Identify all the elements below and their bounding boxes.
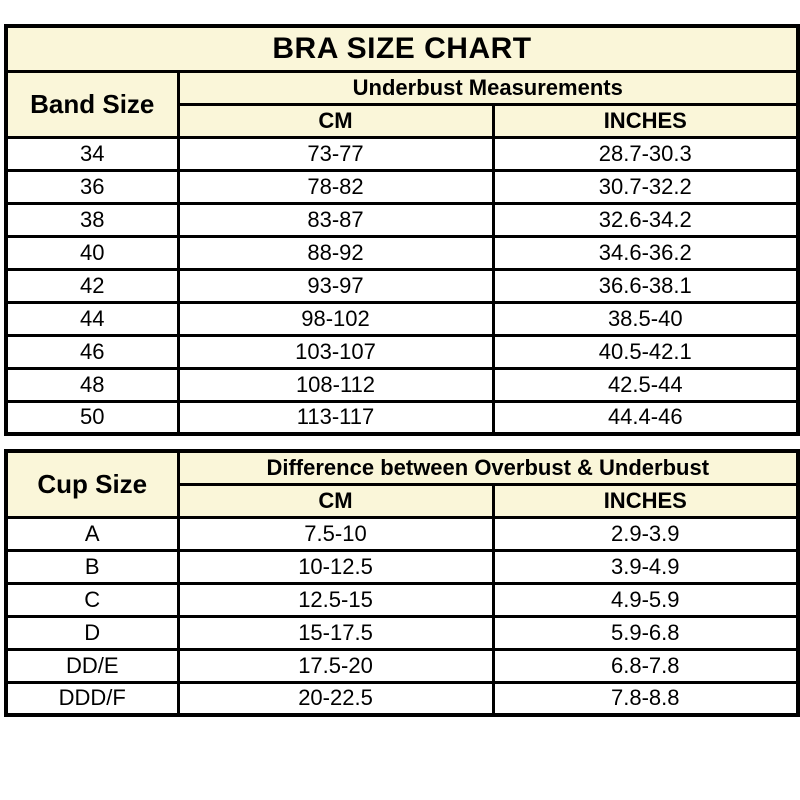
inches-range-value: 3.9-4.9: [491, 548, 800, 585]
column-header-row: CM INCHES: [6, 102, 800, 139]
table-row: 34 73-77 28.7-30.3: [4, 135, 800, 172]
band-size-value: 46: [4, 333, 180, 370]
group-header-row: Band Size Underbust Measurements: [4, 69, 800, 139]
cup-size-header: Cup Size: [4, 449, 180, 519]
table-row: 50 113-117 44.4-46: [4, 399, 800, 436]
cup-size-value: B: [4, 548, 180, 585]
inches-range-value: 30.7-32.2: [491, 168, 800, 205]
table-row: DD/E 17.5-20 6.8-7.8: [4, 647, 800, 684]
inches-range-value: 42.5-44: [491, 366, 800, 403]
table-row: 42 93-97 36.6-38.1: [4, 267, 800, 304]
cm-range-value: 15-17.5: [176, 614, 495, 651]
band-size-value: 42: [4, 267, 180, 304]
cup-size-value: DD/E: [4, 647, 180, 684]
cm-range-value: 113-117: [176, 399, 495, 436]
band-size-value: 48: [4, 366, 180, 403]
band-size-value: 36: [4, 168, 180, 205]
cm-range-value: 12.5-15: [176, 581, 495, 618]
table-row: 44 98-102 38.5-40: [4, 300, 800, 337]
inches-range-value: 4.9-5.9: [491, 581, 800, 618]
cm-range-value: 83-87: [176, 201, 495, 238]
underbust-measurements-header: Underbust Measurements: [176, 69, 800, 106]
cm-range-value: 88-92: [176, 234, 495, 271]
band-inches-column-header: INCHES: [491, 102, 800, 139]
cm-range-value: 7.5-10: [176, 515, 495, 552]
table-row: D 15-17.5 5.9-6.8: [4, 614, 800, 651]
table-row: A 7.5-10 2.9-3.9: [4, 515, 800, 552]
inches-range-value: 38.5-40: [491, 300, 800, 337]
table-row: 48 108-112 42.5-44: [4, 366, 800, 403]
band-size-value: 34: [4, 135, 180, 172]
cup-size-table: Cup Size Difference between Overbust & U…: [4, 449, 800, 717]
band-size-value: 50: [4, 399, 180, 436]
table-row: 40 88-92 34.6-36.2: [4, 234, 800, 271]
band-size-table: BRA SIZE CHART Band Size Underbust Measu…: [4, 24, 800, 436]
inches-range-value: 34.6-36.2: [491, 234, 800, 271]
cup-size-value: D: [4, 614, 180, 651]
table-row: 38 83-87 32.6-34.2: [4, 201, 800, 238]
cup-inches-column-header: INCHES: [491, 482, 800, 519]
difference-overbust-underbust-header: Difference between Overbust & Underbust: [176, 449, 800, 486]
cup-cm-column-header: CM: [176, 482, 495, 519]
group-header-row: Cup Size Difference between Overbust & U…: [4, 449, 800, 519]
table-row: DDD/F 20-22.5 7.8-8.8: [4, 680, 800, 717]
band-size-header: Band Size: [4, 69, 180, 139]
table-row: 36 78-82 30.7-32.2: [4, 168, 800, 205]
chart-title: BRA SIZE CHART: [4, 24, 800, 73]
cup-size-value: C: [4, 581, 180, 618]
cm-range-value: 78-82: [176, 168, 495, 205]
table-row: B 10-12.5 3.9-4.9: [4, 548, 800, 585]
band-size-value: 38: [4, 201, 180, 238]
inches-range-value: 36.6-38.1: [491, 267, 800, 304]
table-row: C 12.5-15 4.9-5.9: [4, 581, 800, 618]
cm-range-value: 73-77: [176, 135, 495, 172]
cm-range-value: 93-97: [176, 267, 495, 304]
inches-range-value: 28.7-30.3: [491, 135, 800, 172]
inches-range-value: 40.5-42.1: [491, 333, 800, 370]
inches-range-value: 6.8-7.8: [491, 647, 800, 684]
table-gap: [4, 436, 796, 449]
cup-size-value: DDD/F: [4, 680, 180, 717]
title-row: BRA SIZE CHART: [4, 24, 800, 73]
cup-size-value: A: [4, 515, 180, 552]
table-row: 46 103-107 40.5-42.1: [4, 333, 800, 370]
inches-range-value: 2.9-3.9: [491, 515, 800, 552]
cm-range-value: 103-107: [176, 333, 495, 370]
cm-range-value: 17.5-20: [176, 647, 495, 684]
column-header-row: CM INCHES: [6, 482, 800, 519]
inches-range-value: 32.6-34.2: [491, 201, 800, 238]
band-size-value: 40: [4, 234, 180, 271]
cm-range-value: 20-22.5: [176, 680, 495, 717]
inches-range-value: 7.8-8.8: [491, 680, 800, 717]
band-size-value: 44: [4, 300, 180, 337]
cm-range-value: 10-12.5: [176, 548, 495, 585]
cm-range-value: 108-112: [176, 366, 495, 403]
cm-range-value: 98-102: [176, 300, 495, 337]
band-cm-column-header: CM: [176, 102, 495, 139]
inches-range-value: 5.9-6.8: [491, 614, 800, 651]
inches-range-value: 44.4-46: [491, 399, 800, 436]
